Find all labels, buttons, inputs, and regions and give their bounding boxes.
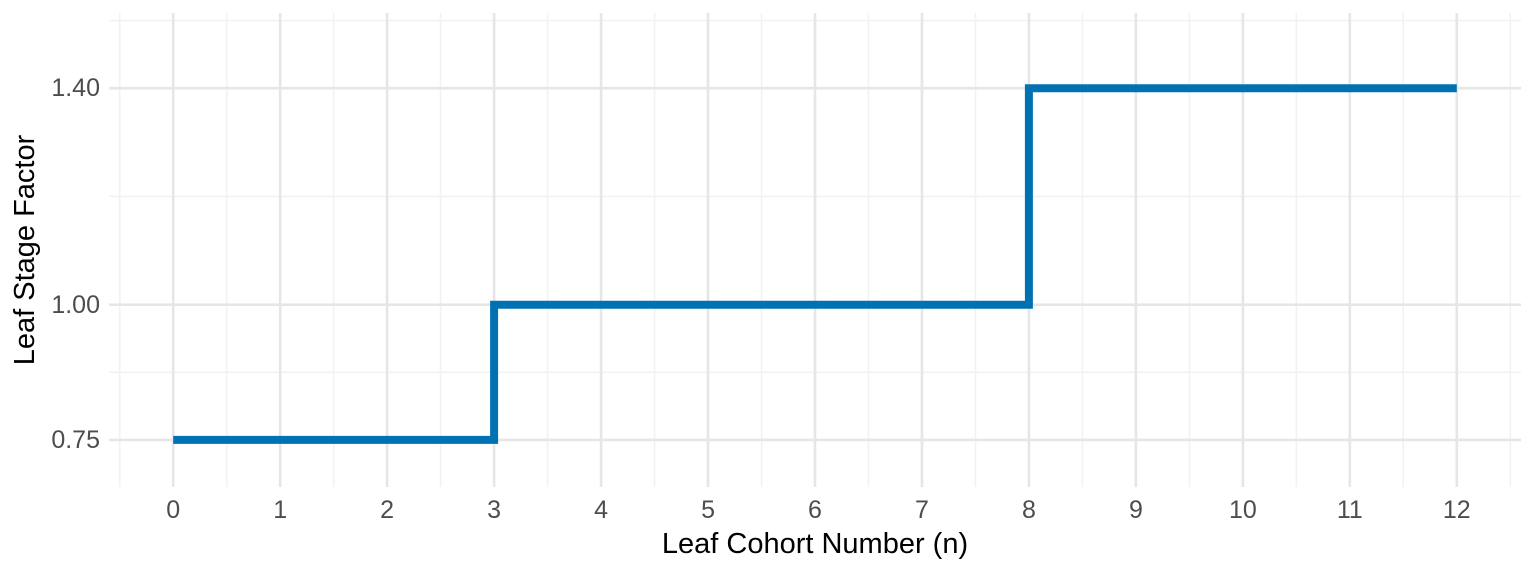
y-tick-label: 1.40 <box>51 74 100 103</box>
x-axis-title: Leaf Cohort Number (n) <box>661 528 969 560</box>
x-tick-label: 5 <box>701 496 715 524</box>
y-axis-title: Leaf Stage Factor <box>9 134 41 366</box>
step-line-series <box>173 84 1457 444</box>
x-tick-label: 12 <box>1442 496 1471 524</box>
x-tick-label: 0 <box>166 496 181 524</box>
x-tick-label: 2 <box>380 496 395 524</box>
x-tick-label: 8 <box>1021 496 1036 524</box>
x-tick-label: 10 <box>1228 496 1257 524</box>
x-tick-label: 1 <box>273 496 288 524</box>
x-tick-label: 4 <box>594 496 608 524</box>
y-tick-label: 0.75 <box>51 425 100 454</box>
x-tick-label: 11 <box>1336 496 1363 524</box>
x-tick-label: 7 <box>915 496 929 524</box>
x-tick-label: 6 <box>808 496 822 524</box>
y-tick-label: 1.00 <box>51 290 100 319</box>
x-tick-label: 3 <box>487 496 502 524</box>
x-tick-label: 9 <box>1128 496 1143 524</box>
